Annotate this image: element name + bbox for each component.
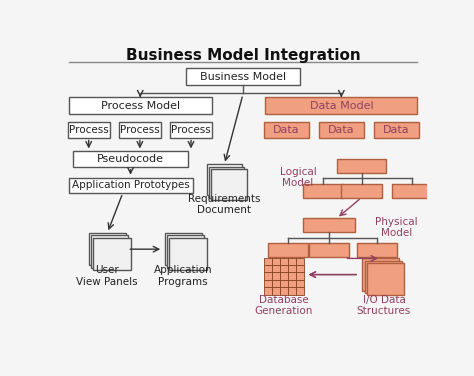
Bar (365, 261, 402, 293)
Text: Logical
Model: Logical Model (280, 167, 316, 188)
Bar (280, 280, 288, 287)
Text: Data: Data (273, 125, 300, 135)
Text: Application Prototypes: Application Prototypes (72, 180, 190, 190)
Bar (91, 235, 128, 268)
Bar (392, 184, 432, 197)
Bar (296, 258, 304, 265)
Text: Pseudocode: Pseudocode (97, 154, 164, 164)
Bar (288, 258, 296, 265)
Text: Requirements
Document: Requirements Document (188, 194, 261, 215)
Bar (288, 280, 296, 287)
Bar (288, 287, 296, 295)
Bar (272, 265, 280, 273)
Bar (119, 122, 161, 138)
Bar (186, 68, 300, 85)
Bar (288, 273, 296, 280)
Bar (288, 265, 296, 273)
Bar (302, 184, 343, 197)
Bar (89, 233, 126, 265)
Text: Database
Generation: Database Generation (255, 294, 313, 316)
Text: Application
Programs: Application Programs (154, 265, 212, 287)
Bar (170, 122, 212, 138)
Text: Process: Process (69, 125, 109, 135)
Bar (296, 265, 304, 273)
Text: Data: Data (383, 125, 410, 135)
Bar (272, 258, 280, 265)
Bar (69, 177, 192, 193)
Bar (296, 287, 304, 295)
Bar (303, 218, 355, 232)
Bar (272, 273, 280, 280)
Bar (73, 152, 188, 167)
Bar (367, 263, 404, 296)
Bar (337, 159, 385, 173)
Bar (341, 184, 382, 197)
Bar (169, 238, 207, 270)
Text: Process: Process (120, 125, 160, 135)
Text: I/O Data
Structures: I/O Data Structures (357, 294, 411, 316)
Bar (280, 265, 288, 273)
Bar (93, 238, 130, 270)
Bar (264, 265, 272, 273)
Bar (211, 169, 247, 200)
Bar (68, 122, 109, 138)
Text: Physical
Model: Physical Model (375, 217, 418, 238)
Bar (272, 287, 280, 295)
Bar (319, 122, 364, 138)
Bar (357, 243, 397, 257)
Bar (207, 164, 242, 195)
Bar (374, 122, 419, 138)
Bar (362, 258, 400, 291)
Bar (296, 273, 304, 280)
Text: Process: Process (171, 125, 211, 135)
Text: Process Model: Process Model (100, 101, 180, 111)
Bar (264, 273, 272, 280)
Bar (272, 280, 280, 287)
Bar (268, 243, 308, 257)
Bar (164, 233, 202, 265)
Text: Business Model Integration: Business Model Integration (126, 48, 360, 63)
Bar (280, 273, 288, 280)
Bar (167, 235, 204, 268)
Text: User
View Panels: User View Panels (76, 265, 138, 287)
Text: Data: Data (328, 125, 355, 135)
Bar (264, 122, 309, 138)
Bar (265, 97, 417, 114)
Text: Business Model: Business Model (200, 72, 286, 82)
Bar (280, 258, 288, 265)
Bar (264, 287, 272, 295)
Bar (69, 97, 212, 114)
Text: Data Model: Data Model (310, 101, 373, 111)
Bar (264, 280, 272, 287)
Bar (280, 287, 288, 295)
Bar (296, 280, 304, 287)
Bar (264, 258, 272, 265)
Bar (209, 167, 245, 197)
Bar (309, 243, 349, 257)
